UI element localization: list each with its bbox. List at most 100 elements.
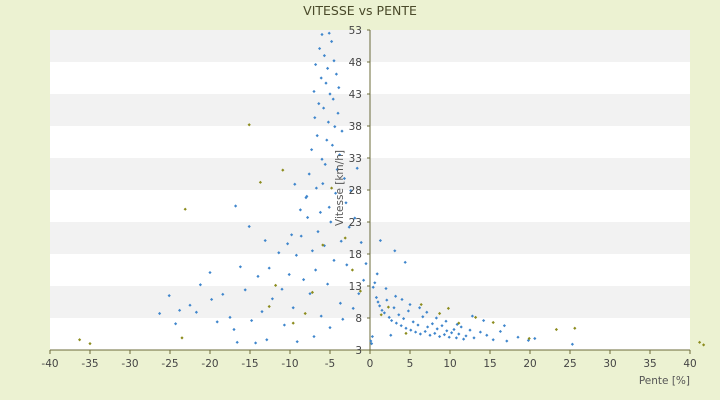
data-point-main bbox=[526, 338, 530, 342]
data-point-secondary bbox=[554, 327, 558, 332]
data-point-main bbox=[322, 106, 326, 110]
data-point-main bbox=[324, 81, 328, 85]
data-point-main bbox=[312, 89, 316, 94]
data-point-secondary bbox=[78, 338, 82, 342]
data-point-secondary bbox=[183, 207, 187, 211]
y-tick-label: 3 bbox=[355, 345, 362, 357]
data-point-secondary bbox=[330, 186, 334, 190]
data-point-secondary bbox=[702, 343, 706, 347]
data-point-main bbox=[340, 129, 344, 133]
data-point-secondary bbox=[404, 331, 408, 335]
data-point-main bbox=[208, 270, 212, 275]
data-point-main bbox=[442, 333, 446, 337]
data-point-main bbox=[312, 334, 316, 339]
data-point-main bbox=[498, 329, 502, 334]
data-point-main bbox=[459, 325, 463, 329]
data-point-main bbox=[270, 297, 274, 301]
data-point-main bbox=[433, 331, 437, 335]
data-point-main bbox=[319, 76, 323, 80]
data-point-main bbox=[434, 316, 438, 320]
y-tick-label: 23 bbox=[349, 217, 362, 229]
data-point-main bbox=[470, 314, 474, 318]
data-point-main bbox=[428, 333, 432, 337]
data-point-main bbox=[238, 265, 242, 269]
data-point-main bbox=[455, 322, 459, 326]
data-point-main bbox=[336, 111, 340, 115]
x-tick-label: -40 bbox=[41, 358, 58, 370]
data-point-main bbox=[371, 285, 375, 289]
data-point-secondary bbox=[267, 304, 271, 309]
data-point-main bbox=[357, 292, 361, 296]
x-tick-label: -5 bbox=[325, 358, 335, 370]
data-point-main bbox=[393, 249, 397, 253]
data-point-secondary bbox=[474, 315, 478, 319]
data-point-secondary bbox=[446, 306, 450, 310]
data-point-secondary bbox=[291, 321, 295, 325]
data-point-main bbox=[464, 334, 468, 338]
data-point-main bbox=[254, 341, 258, 345]
data-point-main bbox=[302, 278, 306, 282]
data-point-main bbox=[210, 297, 214, 302]
data-point-main bbox=[287, 272, 291, 277]
data-point-main bbox=[380, 308, 384, 312]
data-point-secondary bbox=[88, 342, 92, 346]
data-point-main bbox=[331, 97, 335, 101]
data-point-main bbox=[329, 220, 333, 224]
y-tick-label: 13 bbox=[349, 281, 362, 293]
data-point-main bbox=[328, 326, 332, 330]
data-point-main bbox=[400, 297, 404, 302]
x-axis-label: Pente [%] bbox=[639, 375, 690, 387]
data-point-main bbox=[408, 302, 412, 307]
data-point-main bbox=[392, 306, 396, 310]
data-point-main bbox=[344, 201, 348, 205]
data-point-main bbox=[294, 253, 298, 257]
data-point-main bbox=[435, 327, 439, 331]
data-point-main bbox=[194, 310, 198, 314]
data-point-main bbox=[382, 311, 386, 315]
data-point-main bbox=[167, 294, 171, 298]
data-point-secondary bbox=[303, 311, 307, 316]
y-axis-label: Vitesse [km/h] bbox=[334, 150, 346, 226]
data-point-main bbox=[462, 337, 466, 341]
y-tick-label: 48 bbox=[349, 57, 362, 69]
y-tick-label: 33 bbox=[349, 153, 362, 165]
data-point-main bbox=[318, 46, 322, 51]
data-point-main bbox=[178, 308, 182, 312]
data-point-main bbox=[323, 162, 327, 166]
data-point-main bbox=[457, 332, 461, 336]
data-point-main bbox=[378, 304, 382, 308]
x-tick-label: 20 bbox=[523, 358, 536, 370]
y-tick-label: 43 bbox=[349, 89, 362, 101]
data-point-main bbox=[440, 324, 444, 328]
data-point-main bbox=[516, 335, 520, 339]
x-tick-label: -20 bbox=[201, 358, 218, 370]
data-points bbox=[78, 31, 706, 347]
data-point-main bbox=[370, 334, 374, 339]
y-tick-label: 18 bbox=[349, 249, 362, 261]
data-point-main bbox=[404, 326, 408, 330]
data-point-main bbox=[305, 194, 309, 198]
x-tick-label: 40 bbox=[683, 358, 696, 370]
x-tick-label: 25 bbox=[563, 358, 576, 370]
data-point-secondary bbox=[281, 168, 285, 172]
data-point-main bbox=[232, 327, 236, 332]
data-point-main bbox=[299, 234, 303, 238]
data-point-main bbox=[314, 268, 318, 272]
data-point-main bbox=[374, 295, 378, 300]
x-tick-labels: -40 -35 -30 -25 -20 -15 -10 -5 0 5 10 15 20 25 30 35 40 bbox=[41, 350, 697, 370]
data-point-main bbox=[310, 249, 314, 253]
data-point-secondary bbox=[527, 336, 531, 341]
data-point-main bbox=[376, 300, 380, 304]
data-point-main bbox=[403, 260, 407, 264]
data-point-main bbox=[438, 334, 442, 339]
y-tick-label: 53 bbox=[349, 25, 362, 37]
data-point-main bbox=[330, 39, 334, 44]
x-tick-label: 10 bbox=[443, 358, 456, 370]
data-point-main bbox=[314, 186, 318, 190]
data-point-main bbox=[295, 340, 299, 344]
data-point-main bbox=[347, 225, 351, 229]
data-point-main bbox=[468, 328, 472, 332]
data-point-main bbox=[334, 72, 338, 76]
data-point-secondary bbox=[350, 268, 354, 272]
data-point-main bbox=[243, 288, 247, 292]
